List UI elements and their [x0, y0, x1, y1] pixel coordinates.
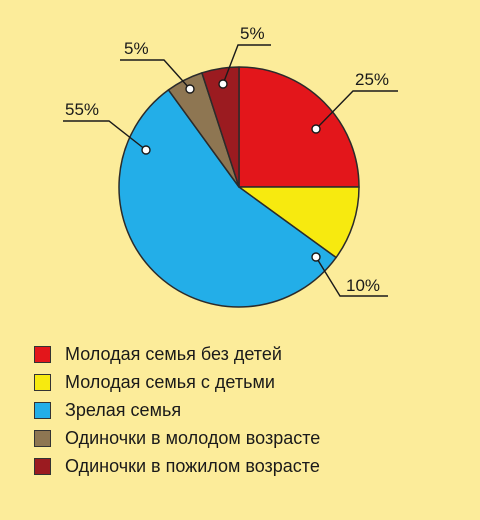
- pie-slice: [238, 186, 360, 259]
- leader-line: [63, 120, 147, 151]
- legend-swatch: [34, 429, 51, 447]
- pie-slice: [238, 66, 360, 188]
- legend-item: Одиночки в пожилом возрасте: [34, 452, 320, 480]
- legend: Молодая семья без детей Молодая семья с д…: [34, 340, 320, 480]
- leader-dot: [141, 145, 151, 155]
- leader-line: [315, 90, 398, 130]
- legend-item: Одиночки в молодом возрасте: [34, 424, 320, 452]
- leader-line: [222, 44, 271, 85]
- slice-value-label: 55%: [65, 100, 99, 119]
- legend-swatch: [34, 345, 51, 363]
- legend-label: Одиночки в молодом возрасте: [65, 427, 321, 448]
- leader-dot: [311, 252, 321, 262]
- slice-value-label: 5%: [240, 24, 265, 43]
- slice-value-label: 5%: [124, 39, 149, 58]
- leader-dot: [218, 79, 228, 89]
- slice-value-label: 10%: [346, 276, 380, 295]
- legend-label: Одиночки в пожилом возрасте: [65, 455, 320, 476]
- legend-swatch: [34, 373, 51, 391]
- leader-line: [120, 59, 191, 90]
- leader-line: [315, 256, 388, 297]
- leader-dot: [185, 84, 195, 94]
- leader-dot: [311, 124, 321, 134]
- legend-item: Зрелая семья: [34, 396, 320, 424]
- legend-label: Молодая семья с детьми: [65, 371, 275, 392]
- legend-label: Зрелая семья: [65, 399, 182, 420]
- legend-swatch: [34, 457, 51, 475]
- legend-item: Молодая семья без детей: [34, 340, 320, 368]
- legend-item: Молодая семья с детьми: [34, 368, 320, 396]
- pie-chart-svg: 25% 10% 55% 5% 5%: [63, 24, 398, 308]
- pie-slice: [201, 66, 240, 188]
- pie-slice: [118, 89, 337, 308]
- slice-value-label: 25%: [355, 70, 389, 89]
- legend-label: Молодая семья без детей: [65, 343, 282, 364]
- legend-swatch: [34, 401, 51, 419]
